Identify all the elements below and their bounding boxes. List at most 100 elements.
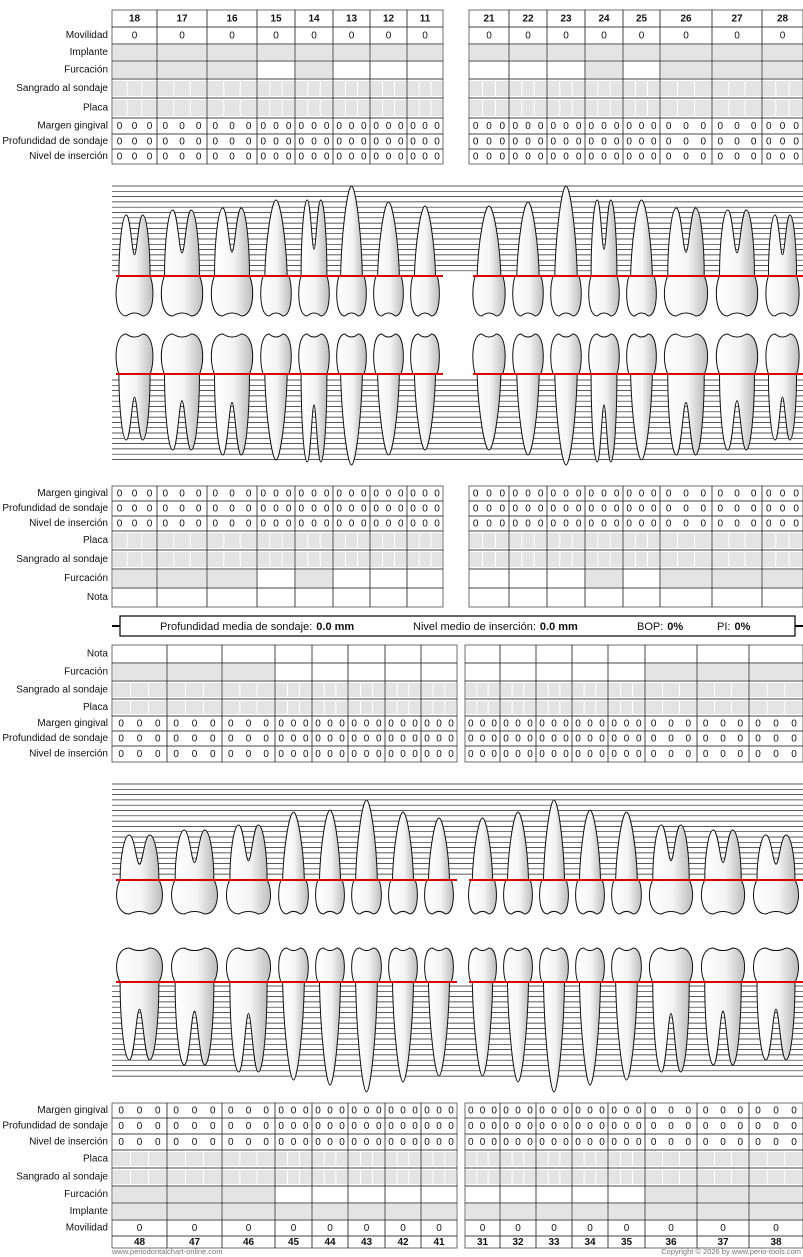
cell-value: 0 [388,719,394,730]
cell-value: 0 [315,1106,321,1117]
site-box [283,552,294,567]
site-box [776,552,788,567]
site-box [501,683,512,697]
cell-value: 0 [527,1137,533,1148]
cell-value: 0 [793,489,799,500]
cell-value: 0 [636,749,642,760]
cell-value: 0 [412,1121,418,1132]
cell-value: 0 [291,734,297,745]
tooth-number: 12 [383,14,395,25]
cell-value: 0 [718,504,724,515]
row-label: Sangrado al sondaje [16,83,108,94]
tooth-root [507,982,528,1082]
cell-value: 0 [480,734,486,745]
site-box [313,683,324,697]
tooth-crown [701,880,744,914]
gray-cell [296,570,332,587]
site-box [408,81,419,96]
gray-cell [750,1204,802,1219]
cell-value: 0 [311,489,317,500]
cell-value: 0 [587,1121,593,1132]
gray-cell [470,45,508,60]
site-box [113,552,127,567]
cell [536,645,572,663]
site-box [334,533,345,548]
site-box [131,1152,148,1166]
gray-cell [349,1204,384,1219]
tooth-crown [211,276,252,316]
cell-value: 0 [486,504,492,515]
tooth-crown [352,880,382,914]
cell-value: 0 [261,504,267,515]
cell-value: 0 [434,519,440,530]
tooth-number: 33 [548,1237,560,1248]
site-box [409,683,420,697]
site-box [522,81,533,96]
cell-value: 0 [291,1106,297,1117]
cell-value: 0 [303,1121,309,1132]
site-box [573,683,584,697]
site-box [422,1152,433,1166]
site-box [609,683,620,697]
site-box [698,683,714,697]
tooth-root [555,374,577,465]
site-box [288,701,299,714]
cell-value: 0 [563,1137,569,1148]
site-box [663,1170,679,1184]
cell-value: 0 [751,504,757,515]
gray-cell [510,45,546,60]
site-box [398,1152,409,1166]
site-box [258,81,269,96]
cell-value: 0 [386,519,392,530]
cell-value: 0 [349,121,355,132]
cell-value: 0 [601,31,607,42]
cell-value: 0 [261,489,267,500]
cell-value: 0 [173,734,179,745]
tooth-crown [469,948,497,982]
site-box [158,533,173,548]
summary-value: 0% [734,621,750,633]
gray-cell [113,570,156,587]
site-box [633,701,644,714]
cell-value: 0 [303,1137,309,1148]
site-box [598,552,609,567]
row-label: Profundidad de sondaje [2,503,108,514]
site-box [636,100,647,116]
site-box [560,1152,571,1166]
cell-value: 0 [611,734,617,745]
cell-value: 0 [668,1121,674,1132]
site-box [609,1152,620,1166]
cell-value: 0 [324,121,330,132]
tooth-number: 11 [420,14,431,25]
site-box [358,100,369,116]
cell-value: 0 [480,719,486,730]
tooth-root [356,982,378,1092]
cell-value: 0 [228,1137,234,1148]
cell-value: 0 [388,1121,394,1132]
site-box [470,533,482,548]
site-box [648,81,659,96]
gray-cell [208,45,256,60]
tooth-crown [116,334,153,374]
cell-value: 0 [773,1137,779,1148]
site-box [648,100,659,116]
cell [623,588,660,607]
site-box [395,552,406,567]
cell-value: 0 [515,734,521,745]
cell-value: 0 [386,152,392,163]
cell-value: 0 [575,734,581,745]
cell-value: 0 [527,1106,533,1117]
tooth-number: 34 [584,1237,596,1248]
cell-value: 0 [503,1121,509,1132]
cell-value: 0 [398,152,404,163]
cell-value: 0 [373,121,379,132]
site-box [596,1170,607,1184]
gray-cell [763,45,802,60]
cell-value: 0 [327,749,333,760]
cell [385,645,421,663]
cell-value: 0 [263,1106,269,1117]
cell-value: 0 [500,504,506,515]
cell-value: 0 [412,734,418,745]
cell-value: 0 [349,137,355,148]
cell-value: 0 [666,504,672,515]
